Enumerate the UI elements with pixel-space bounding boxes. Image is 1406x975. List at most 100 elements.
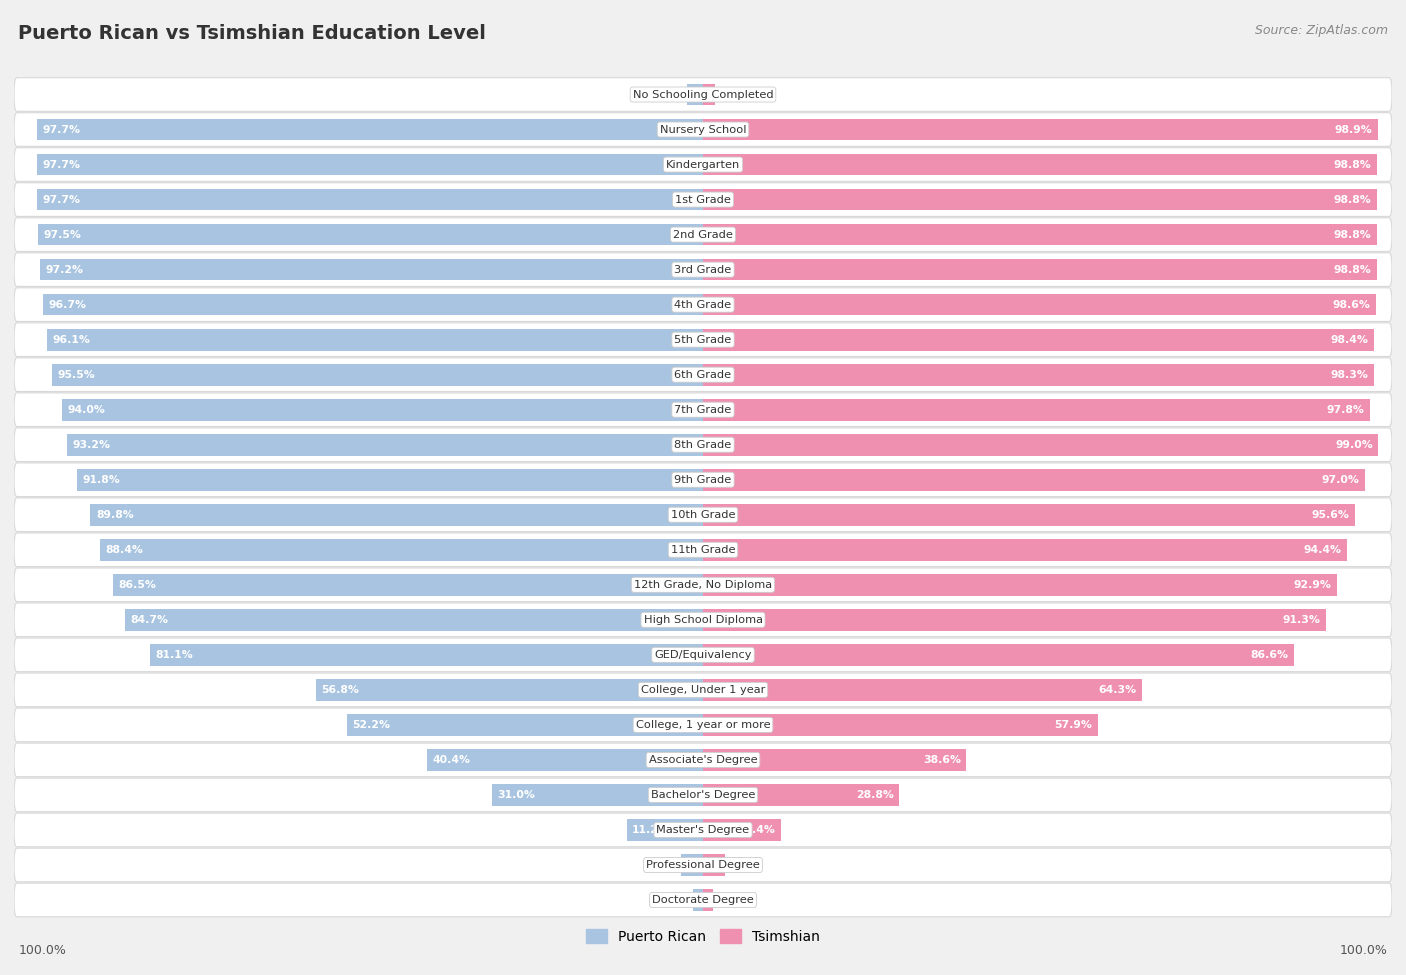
Text: 1.4%: 1.4% bbox=[659, 895, 690, 905]
Text: 93.2%: 93.2% bbox=[73, 440, 111, 449]
Legend: Puerto Rican, Tsimshian: Puerto Rican, Tsimshian bbox=[581, 923, 825, 950]
Bar bbox=[703, 469, 1365, 490]
Text: No Schooling Completed: No Schooling Completed bbox=[633, 90, 773, 99]
Bar bbox=[703, 679, 1142, 701]
Bar bbox=[100, 539, 703, 561]
Text: 98.3%: 98.3% bbox=[1330, 370, 1368, 379]
Text: 95.6%: 95.6% bbox=[1312, 510, 1350, 520]
Bar bbox=[688, 84, 703, 105]
Bar bbox=[37, 189, 703, 211]
FancyBboxPatch shape bbox=[14, 323, 1392, 357]
Bar bbox=[703, 119, 1378, 140]
Text: 28.8%: 28.8% bbox=[856, 790, 894, 799]
Text: 98.4%: 98.4% bbox=[1331, 334, 1369, 344]
Text: 92.9%: 92.9% bbox=[1294, 580, 1331, 590]
FancyBboxPatch shape bbox=[14, 813, 1392, 846]
Text: 8th Grade: 8th Grade bbox=[675, 440, 731, 449]
Bar bbox=[37, 154, 703, 176]
Text: 11th Grade: 11th Grade bbox=[671, 545, 735, 555]
Text: 56.8%: 56.8% bbox=[321, 684, 359, 695]
FancyBboxPatch shape bbox=[14, 428, 1392, 461]
Text: 52.2%: 52.2% bbox=[353, 720, 391, 730]
Bar bbox=[703, 293, 1375, 316]
Text: 97.7%: 97.7% bbox=[42, 195, 80, 205]
Text: 99.0%: 99.0% bbox=[1336, 440, 1372, 449]
Bar bbox=[703, 644, 1294, 666]
FancyBboxPatch shape bbox=[14, 393, 1392, 426]
FancyBboxPatch shape bbox=[14, 603, 1392, 637]
Bar bbox=[703, 714, 1098, 736]
Text: 11.4%: 11.4% bbox=[737, 825, 775, 835]
Text: 97.5%: 97.5% bbox=[44, 229, 82, 240]
FancyBboxPatch shape bbox=[14, 182, 1392, 216]
FancyBboxPatch shape bbox=[14, 708, 1392, 742]
Bar bbox=[150, 644, 703, 666]
Text: 12th Grade, No Diploma: 12th Grade, No Diploma bbox=[634, 580, 772, 590]
Text: Professional Degree: Professional Degree bbox=[647, 860, 759, 870]
Text: 3.2%: 3.2% bbox=[728, 860, 759, 870]
Bar bbox=[703, 189, 1376, 211]
Text: 9th Grade: 9th Grade bbox=[675, 475, 731, 485]
Bar bbox=[77, 469, 703, 490]
Text: 1.4%: 1.4% bbox=[716, 895, 747, 905]
Bar bbox=[703, 574, 1337, 596]
FancyBboxPatch shape bbox=[14, 253, 1392, 287]
Text: GED/Equivalency: GED/Equivalency bbox=[654, 650, 752, 660]
Bar bbox=[703, 854, 725, 876]
FancyBboxPatch shape bbox=[14, 848, 1392, 881]
Bar bbox=[315, 679, 703, 701]
Text: 91.8%: 91.8% bbox=[83, 475, 120, 485]
FancyBboxPatch shape bbox=[14, 217, 1392, 252]
Bar bbox=[703, 399, 1369, 420]
Bar bbox=[703, 749, 966, 771]
Text: 3rd Grade: 3rd Grade bbox=[675, 264, 731, 275]
Bar bbox=[703, 223, 1376, 246]
Text: 97.0%: 97.0% bbox=[1322, 475, 1360, 485]
FancyBboxPatch shape bbox=[14, 78, 1392, 111]
Text: 1st Grade: 1st Grade bbox=[675, 195, 731, 205]
Bar bbox=[39, 258, 703, 281]
Bar bbox=[492, 784, 703, 805]
Text: 98.8%: 98.8% bbox=[1334, 264, 1371, 275]
Text: Master's Degree: Master's Degree bbox=[657, 825, 749, 835]
Text: 11.2%: 11.2% bbox=[633, 825, 669, 835]
Bar bbox=[38, 223, 703, 246]
Text: Puerto Rican vs Tsimshian Education Level: Puerto Rican vs Tsimshian Education Leve… bbox=[18, 24, 486, 43]
Text: 98.8%: 98.8% bbox=[1334, 160, 1371, 170]
Text: 81.1%: 81.1% bbox=[155, 650, 193, 660]
Bar bbox=[703, 329, 1374, 351]
Text: Associate's Degree: Associate's Degree bbox=[648, 755, 758, 765]
Text: 98.8%: 98.8% bbox=[1334, 195, 1371, 205]
Bar bbox=[62, 399, 703, 420]
Text: 89.8%: 89.8% bbox=[96, 510, 134, 520]
Bar bbox=[703, 609, 1326, 631]
FancyBboxPatch shape bbox=[14, 778, 1392, 812]
Bar bbox=[627, 819, 703, 840]
Bar bbox=[703, 784, 900, 805]
Text: 91.3%: 91.3% bbox=[1282, 615, 1320, 625]
Text: 88.4%: 88.4% bbox=[105, 545, 143, 555]
Text: 98.6%: 98.6% bbox=[1333, 299, 1369, 310]
Text: 97.7%: 97.7% bbox=[42, 125, 80, 135]
Text: 40.4%: 40.4% bbox=[433, 755, 471, 765]
FancyBboxPatch shape bbox=[14, 463, 1392, 496]
Text: 1.7%: 1.7% bbox=[718, 90, 748, 99]
Text: 38.6%: 38.6% bbox=[922, 755, 960, 765]
FancyBboxPatch shape bbox=[14, 358, 1392, 392]
Bar bbox=[67, 434, 703, 455]
FancyBboxPatch shape bbox=[14, 743, 1392, 777]
Bar bbox=[112, 574, 703, 596]
Text: 96.1%: 96.1% bbox=[53, 334, 91, 344]
FancyBboxPatch shape bbox=[14, 568, 1392, 602]
Text: 98.9%: 98.9% bbox=[1334, 125, 1372, 135]
Bar bbox=[703, 434, 1378, 455]
FancyBboxPatch shape bbox=[14, 673, 1392, 707]
Bar bbox=[703, 154, 1376, 176]
Text: 94.4%: 94.4% bbox=[1303, 545, 1341, 555]
Text: 97.7%: 97.7% bbox=[42, 160, 80, 170]
Text: 4th Grade: 4th Grade bbox=[675, 299, 731, 310]
Bar bbox=[703, 258, 1376, 281]
Bar bbox=[37, 119, 703, 140]
Bar bbox=[703, 84, 714, 105]
FancyBboxPatch shape bbox=[14, 638, 1392, 672]
